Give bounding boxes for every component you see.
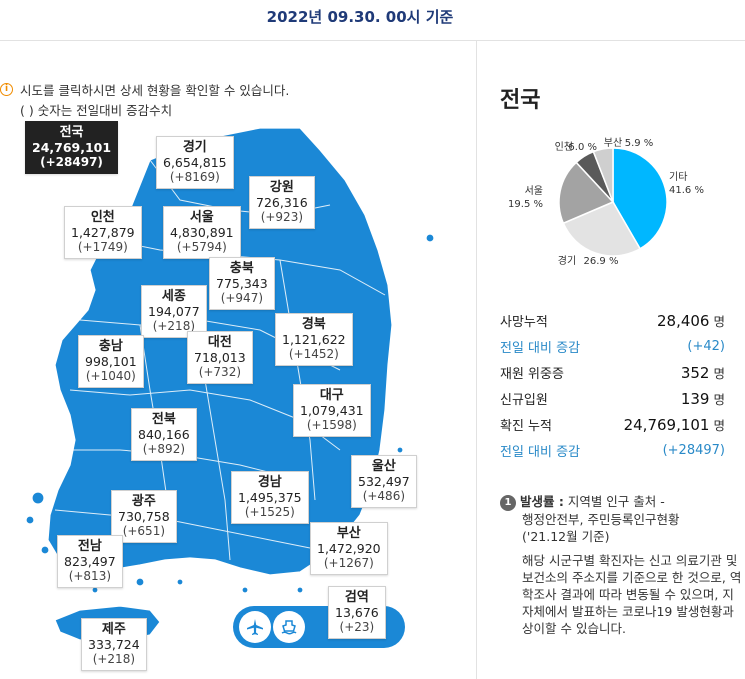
pie-label-name-0: 기타	[669, 171, 687, 183]
stat-row-confirmed-delta: 전일 대비 증감 (+28497)	[500, 442, 725, 460]
notice-click-text: 시도를 클릭하시면 상세 현황을 확인할 수 있습니다.	[20, 82, 290, 98]
stat-row-deaths: 사망누적 28,406 명	[500, 311, 725, 330]
region-gangwon[interactable]: 강원 726,316 (+923)	[249, 176, 315, 229]
stat-row-deaths-delta: 전일 대비 증감 (+42)	[500, 338, 725, 356]
panel-divider	[476, 41, 477, 679]
note-title: 발생률 :	[520, 494, 564, 509]
region-jeonnam[interactable]: 전남 823,497 (+813)	[57, 535, 123, 588]
side-panel-title: 전국	[500, 88, 541, 113]
pie-label-name-3: 인천	[555, 141, 573, 153]
region-chungbuk[interactable]: 충북 775,343 (+947)	[209, 257, 275, 310]
pie-label-pct-0: 41.6 %	[669, 185, 704, 196]
pie-slice-0	[612, 147, 668, 250]
note-source-1: 지역별 인구 출처 -	[563, 494, 665, 509]
region-busan[interactable]: 부산 1,472,920 (+1267)	[310, 522, 388, 575]
region-jeonbuk[interactable]: 전북 840,166 (+892)	[131, 408, 197, 461]
pie-label-pct-4: 5.9 %	[625, 138, 654, 149]
airplane-icon[interactable]	[239, 611, 271, 643]
pie-label-pct-1: 26.9 %	[584, 256, 619, 267]
note-paragraph: 해당 시군구별 확진자는 신고 의료기관 및 보건소의 주소지를 기준으로 한 …	[522, 552, 742, 636]
info-icon: i	[0, 82, 13, 96]
stat-row-admissions: 신규입원 139 명	[500, 389, 725, 408]
reference-date: 2022년 09.30. 00시 기준	[266, 8, 454, 26]
pie-slice-4	[592, 147, 614, 203]
region-chungnam[interactable]: 충남 998,101 (+1040)	[78, 335, 144, 388]
pie-label-pct-2: 19.5 %	[508, 199, 543, 210]
region-gwangju[interactable]: 광주 730,758 (+651)	[111, 490, 177, 543]
region-seoul[interactable]: 서울 4,830,891 (+5794)	[163, 206, 241, 259]
region-sejong[interactable]: 세종 194,077 (+218)	[141, 285, 207, 338]
region-gyeongbuk[interactable]: 경북 1,121,622 (+1452)	[275, 313, 353, 366]
region-gyeonggi[interactable]: 경기 6,654,815 (+8169)	[156, 136, 234, 189]
note-number-badge: 1	[500, 494, 516, 511]
region-gyeongnam[interactable]: 경남 1,495,375 (+1525)	[231, 471, 309, 524]
stat-row-critical: 재원 위중증 352 명	[500, 363, 725, 382]
ship-icon[interactable]	[273, 611, 305, 643]
region-ulsan[interactable]: 울산 532,497 (+486)	[351, 455, 417, 508]
region-daegu[interactable]: 대구 1,079,431 (+1598)	[293, 384, 371, 437]
notice-delta-text: ( ) 숫자는 전일대비 증감수치	[20, 102, 173, 118]
ulleung-shape	[425, 233, 435, 243]
pie-label-name-1: 경기	[558, 254, 576, 267]
national-stats: 사망누적 28,406 명 전일 대비 증감 (+42) 재원 위중증 352 명 …	[500, 307, 725, 463]
notice: i 시도를 클릭하시면 상세 현황을 확인할 수 있습니다. ( ) 숫자는 전…	[0, 79, 289, 119]
region-jeju[interactable]: 제주 333,724 (+218)	[81, 618, 147, 671]
note-source-2: 행정안전부, 주민등록인구현황	[522, 511, 680, 527]
incidence-note: 1 발생률 : 지역별 인구 출처 - 행정안전부, 주민등록인구현황 ('21.…	[500, 493, 744, 637]
stat-row-confirmed: 확진 누적 24,769,101 명	[500, 415, 725, 434]
region-daejeon[interactable]: 대전 718,013 (+732)	[187, 331, 253, 384]
region-incheon[interactable]: 인천 1,427,879 (+1749)	[64, 206, 142, 259]
korea-map[interactable]	[0, 120, 470, 679]
pie-label-name-2: 서울	[525, 185, 543, 197]
region-share-pie: 기타 41.6 % 경기 26.9 % 서울 19.5 % 인천6.0 % 부산 5.9 %	[508, 137, 704, 267]
pie-label-pct-3: 6.0 %	[568, 142, 597, 153]
note-source-3: ('21.12월 기준)	[522, 528, 610, 544]
region-quarantine[interactable]: 검역 13,676 (+23)	[328, 586, 386, 639]
header-bar: 2022년 09.30. 00시 기준	[0, 0, 745, 41]
pie-slice-2	[558, 161, 615, 225]
region-national[interactable]: 전국 24,769,101 (+28497)	[25, 121, 119, 174]
pie-label-name-4: 부산	[604, 137, 622, 149]
